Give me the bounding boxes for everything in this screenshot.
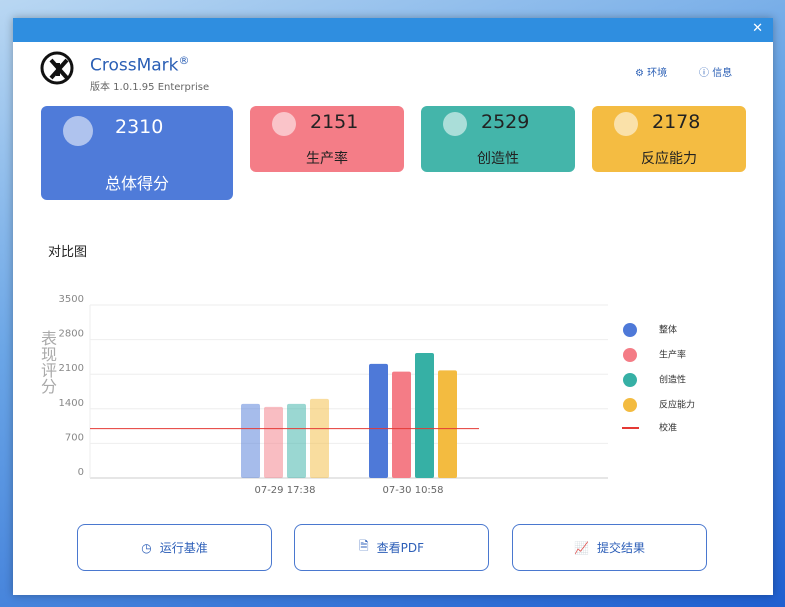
bar xyxy=(287,403,306,478)
bar xyxy=(415,352,434,478)
score-label: 总体得分 xyxy=(104,174,169,193)
legend-label: 反应能力 xyxy=(659,399,695,411)
score-value: 2310 xyxy=(115,116,164,138)
legend-label: 创造性 xyxy=(659,374,686,386)
bar xyxy=(310,398,329,478)
bar xyxy=(438,370,457,478)
bar xyxy=(369,363,388,478)
env-label: 环境 xyxy=(647,68,668,79)
legend-label: 整体 xyxy=(659,324,677,336)
score-value: 2151 xyxy=(310,111,359,133)
run-label: 运行基准 xyxy=(159,541,208,555)
score-card: 2178 反应能力 xyxy=(592,106,746,172)
score-card: 2310 总体得分 xyxy=(41,106,233,200)
bar xyxy=(264,406,283,478)
bar xyxy=(241,403,260,478)
x-tick-label: 07-30 10:58 xyxy=(382,485,443,496)
chart: 0 700 1400 2100 2800 3500 07-29 17:38 07-30 10:… xyxy=(59,294,695,496)
y-axis-label: 表现评分 xyxy=(38,330,57,394)
y-tick-label: 3500 xyxy=(59,294,84,305)
legend-marker xyxy=(623,373,637,387)
score-card: 2529 创造性 xyxy=(421,106,575,172)
card-icon xyxy=(443,112,467,136)
title-bar: ✕ xyxy=(13,18,773,42)
y-tick-label: 2800 xyxy=(59,329,84,340)
score-card: 2151 生产率 xyxy=(250,106,404,172)
score-value: 2529 xyxy=(481,111,530,133)
x-tick-label: 07-29 17:38 xyxy=(254,485,315,496)
y-tick-label: 0 xyxy=(78,467,84,478)
y-tick-label: 1400 xyxy=(59,398,84,409)
card-icon xyxy=(272,112,296,136)
legend-marker xyxy=(623,398,637,412)
pdf-button[interactable]: 🗎 查看PDF xyxy=(294,524,489,571)
app-name: CrossMark xyxy=(90,55,179,76)
legend-marker xyxy=(623,348,637,362)
score-label: 创造性 xyxy=(477,151,519,167)
info-label: 信息 xyxy=(712,68,733,79)
chart-title: 对比图 xyxy=(48,245,88,260)
score-value: 2178 xyxy=(652,111,701,133)
close-button[interactable]: ✕ xyxy=(752,21,763,36)
submit-label: 提交结果 xyxy=(596,541,645,555)
logo xyxy=(40,51,74,85)
version: 版本 1.0.1.95 Enterprise xyxy=(90,82,210,93)
trademark: ® xyxy=(178,54,190,67)
submit-button[interactable]: 📈 提交结果 xyxy=(512,524,707,571)
y-tick-label: 700 xyxy=(65,432,84,443)
legend-marker xyxy=(623,323,637,337)
legend-label: 生产率 xyxy=(659,349,686,361)
y-tick-label: 2100 xyxy=(59,363,84,374)
env-link[interactable]: ⚙ 环境 xyxy=(635,68,668,79)
score-label: 生产率 xyxy=(306,151,348,167)
pdf-label: 查看PDF xyxy=(376,541,425,555)
app-window: ✕ CrossMark® 版本 1.0.1.95 Enterprise ⚙ 环境… xyxy=(13,18,773,595)
bar xyxy=(392,371,411,478)
card-icon xyxy=(63,116,93,146)
run-button[interactable]: ◷ 运行基准 xyxy=(77,524,272,571)
info-link[interactable]: ⓘ 信息 xyxy=(699,68,733,79)
score-label: 反应能力 xyxy=(641,151,697,167)
card-icon xyxy=(614,112,638,136)
legend-label: 校准 xyxy=(659,422,677,434)
